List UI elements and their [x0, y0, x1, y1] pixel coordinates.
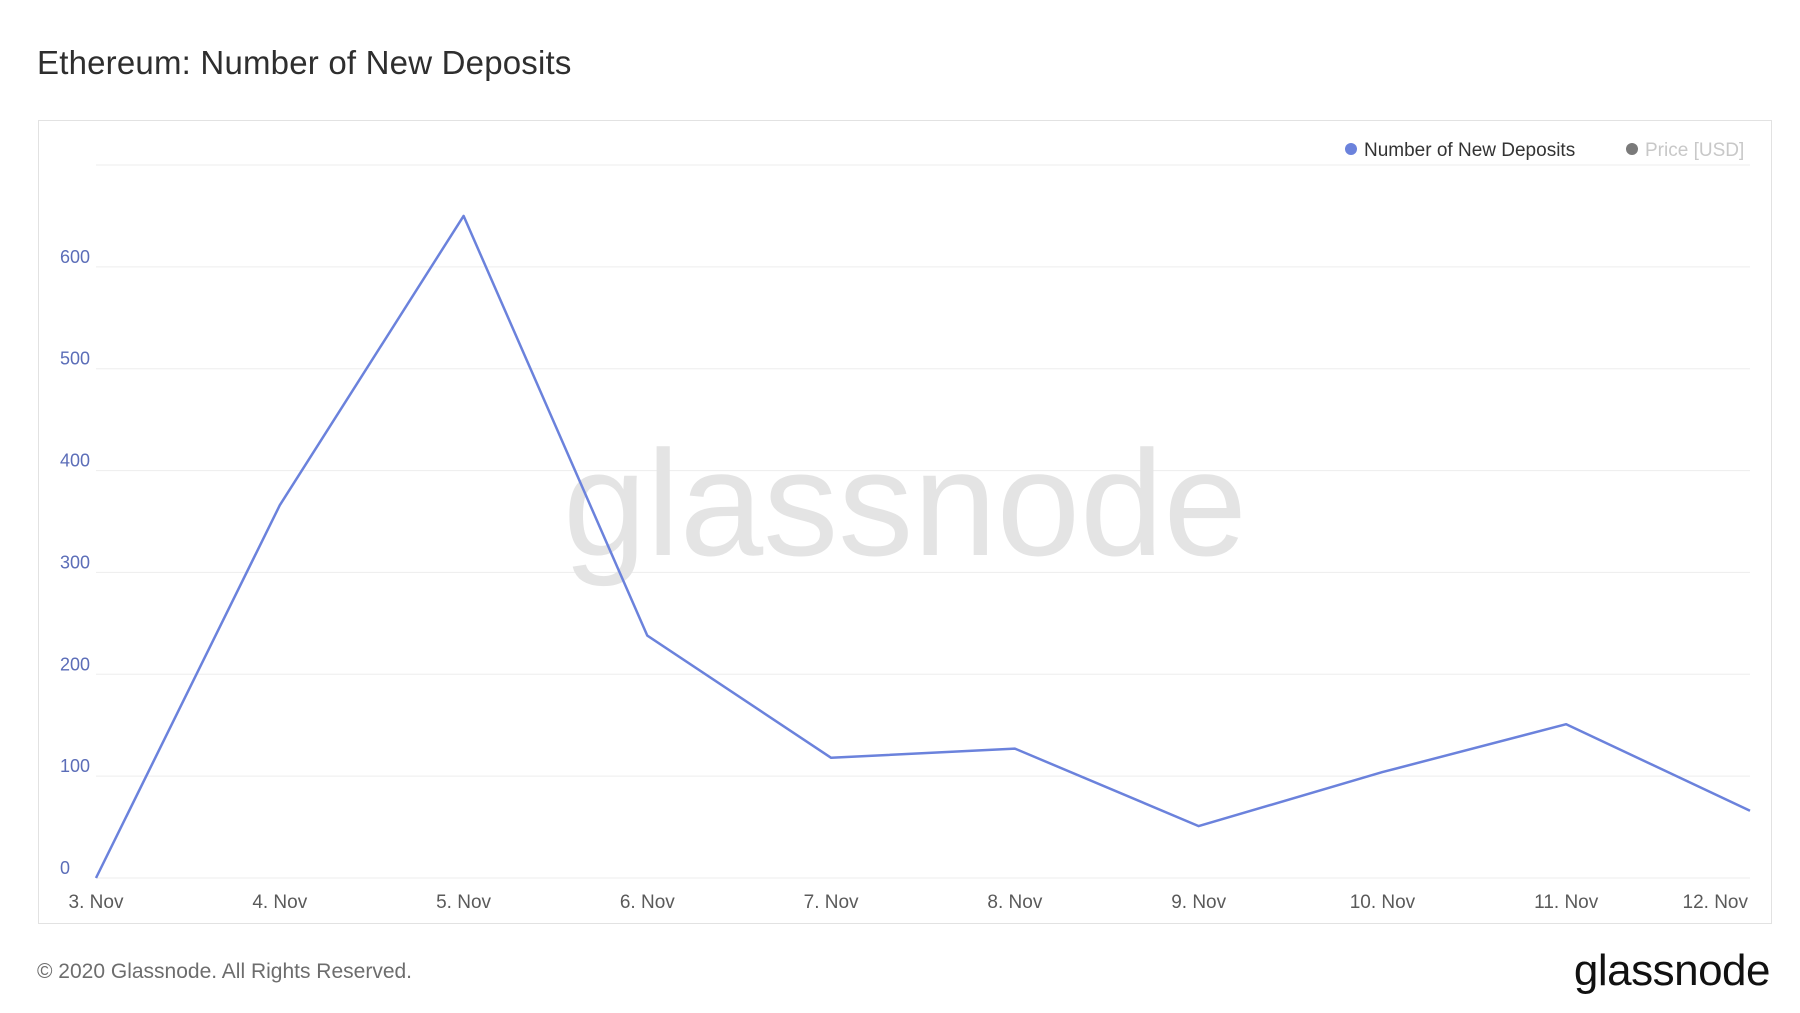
copyright-text: © 2020 Glassnode. All Rights Reserved. [37, 960, 412, 984]
watermark-text: glassnode [563, 419, 1247, 587]
legend-dot-price [1626, 143, 1638, 155]
legend-label-deposits: Number of New Deposits [1364, 140, 1575, 161]
y-tick-label: 200 [60, 654, 90, 674]
legend[interactable]: Number of New Deposits Price [USD] [1345, 140, 1744, 161]
y-tick-label: 500 [60, 349, 90, 369]
x-tick-label: 11. Nov [1534, 892, 1599, 913]
y-tick-label: 0 [60, 858, 70, 878]
x-axis-ticks: 3. Nov 4. Nov 5. Nov 6. Nov 7. Nov 8. Nov 9. N… [69, 892, 1749, 913]
x-tick-label: 4. Nov [252, 892, 307, 913]
y-axis-ticks: 0 100 200 300 400 500 600 [60, 247, 90, 878]
x-tick-label: 6. Nov [620, 892, 675, 913]
y-tick-label: 300 [60, 552, 90, 572]
y-tick-label: 600 [60, 247, 90, 267]
legend-item-price[interactable]: Price [USD] [1626, 140, 1744, 161]
x-tick-label: 12. Nov [1683, 892, 1749, 913]
glassnode-logo[interactable]: glassnode [1574, 946, 1770, 996]
x-tick-label: 3. Nov [69, 892, 124, 913]
legend-dot-deposits [1345, 143, 1357, 155]
x-tick-label: 8. Nov [987, 892, 1042, 913]
legend-item-deposits[interactable]: Number of New Deposits [1345, 140, 1575, 161]
y-tick-label: 100 [60, 756, 90, 776]
y-tick-label: 400 [60, 451, 90, 471]
x-tick-label: 5. Nov [436, 892, 491, 913]
x-tick-label: 7. Nov [804, 892, 859, 913]
legend-label-price: Price [USD] [1645, 140, 1744, 161]
x-tick-label: 10. Nov [1350, 892, 1416, 913]
x-tick-label: 9. Nov [1171, 892, 1226, 913]
